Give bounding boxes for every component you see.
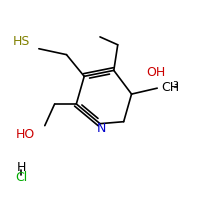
Text: H: H [16,161,26,174]
Text: CH: CH [161,81,179,94]
Text: Cl: Cl [15,171,27,184]
Text: HO: HO [16,128,35,141]
Text: 3: 3 [173,81,178,90]
Text: N: N [97,122,106,135]
Text: OH: OH [146,66,166,79]
Text: HS: HS [13,35,31,48]
